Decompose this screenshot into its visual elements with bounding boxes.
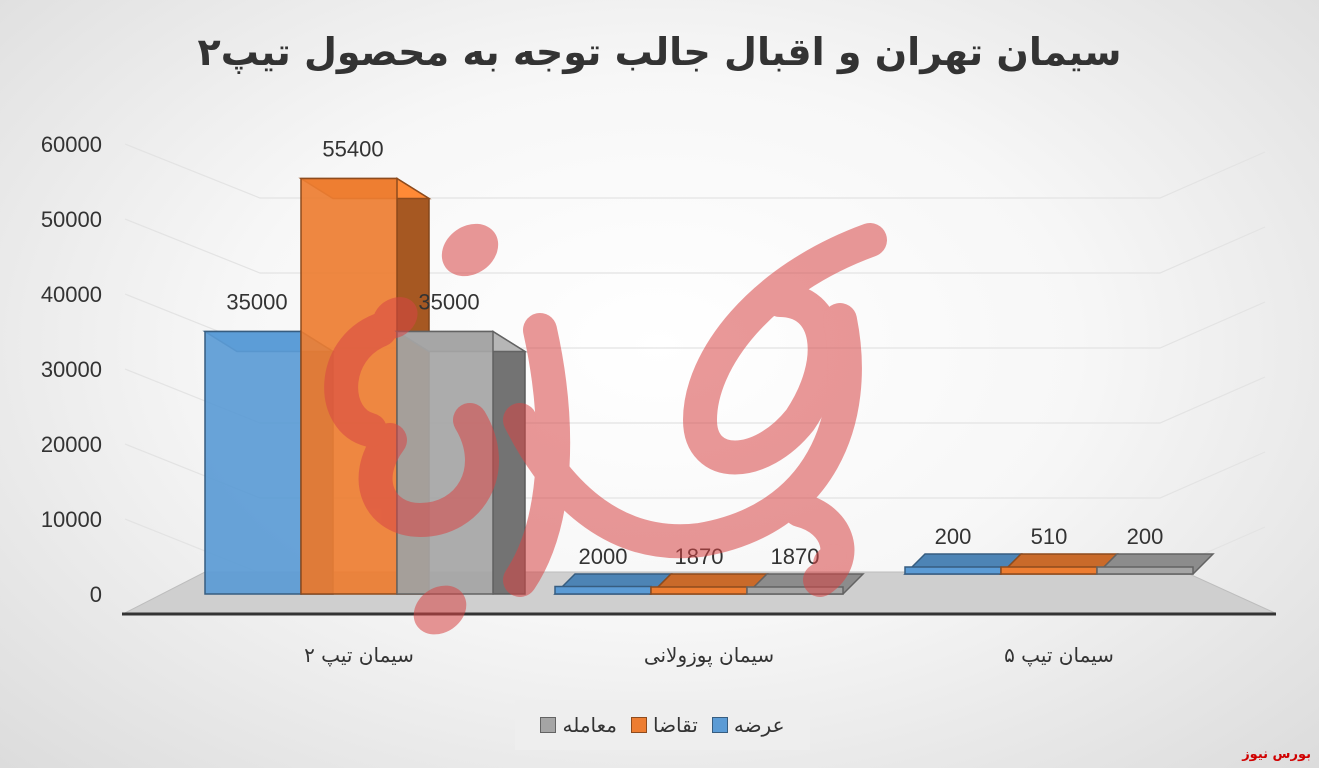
- corner-watermark: بورس نیوز: [1242, 747, 1311, 762]
- legend-swatch: [630, 717, 647, 733]
- chart-title: سیمان تهران و اقبال جالب توجه به محصول ت…: [197, 30, 1122, 74]
- watermark-dot: [413, 585, 467, 635]
- y-axis: 0 10000 20000 30000 40000 50000 60000: [41, 132, 102, 607]
- y-tick-label: 50000: [41, 207, 102, 232]
- data-label: 1870: [771, 544, 820, 569]
- bar-front: [904, 566, 1002, 575]
- category-label: سیمان تیپ ۲: [304, 643, 414, 668]
- bar-front: [554, 585, 652, 595]
- data-label: 200: [1127, 524, 1164, 549]
- watermark-dot: [441, 223, 499, 277]
- y-tick-label: 40000: [41, 282, 102, 307]
- gridline: [124, 218, 1266, 274]
- data-label: 35000: [418, 290, 479, 315]
- legend-item: عرضه: [711, 713, 785, 737]
- watermark-stroke: [324, 313, 397, 447]
- x-axis: سیمان تیپ ۲ سیمان پوزولانی سیمان تیپ ۵: [304, 643, 1114, 668]
- y-tick-label: 10000: [41, 507, 102, 532]
- watermark-stroke: [682, 223, 887, 475]
- data-label: 200: [935, 524, 972, 549]
- bars: [202, 177, 1215, 595]
- bar-front: [650, 586, 748, 595]
- legend-label: تقاضا: [652, 713, 698, 737]
- legend: عرضه تقاضا معامله: [515, 700, 810, 750]
- watermark-stroke: [503, 303, 862, 559]
- y-tick-label: 20000: [41, 432, 102, 457]
- gridline: [124, 443, 1266, 499]
- data-label: 35000: [226, 290, 287, 315]
- bar-front: [746, 586, 844, 595]
- category-label: سیمان پوزولانی: [644, 643, 774, 668]
- legend-item: معامله: [540, 713, 617, 737]
- watermark-stroke: [358, 403, 499, 538]
- legend-swatch: [540, 717, 557, 733]
- watermark-dot: [372, 297, 418, 339]
- gridline: [124, 143, 1266, 199]
- bar-front: [1096, 566, 1194, 575]
- watermark-dot: [813, 544, 847, 576]
- legend-label: عرضه: [733, 713, 785, 737]
- bar-front: [1000, 566, 1098, 575]
- legend-label: معامله: [562, 713, 617, 737]
- watermark-logo: [324, 223, 887, 635]
- data-label: 55400: [322, 137, 383, 162]
- data-label: 510: [1031, 524, 1068, 549]
- watermark-stroke: [503, 313, 571, 597]
- bar: [204, 330, 302, 595]
- y-tick-label: 60000: [41, 132, 102, 157]
- category-label: سیمان تیپ ۵: [1004, 643, 1114, 668]
- y-tick-label: 30000: [41, 357, 102, 382]
- legend-item: تقاضا: [630, 713, 698, 737]
- data-label: 2000: [579, 544, 628, 569]
- legend-swatch: [711, 717, 728, 733]
- y-tick-label: 0: [90, 582, 102, 607]
